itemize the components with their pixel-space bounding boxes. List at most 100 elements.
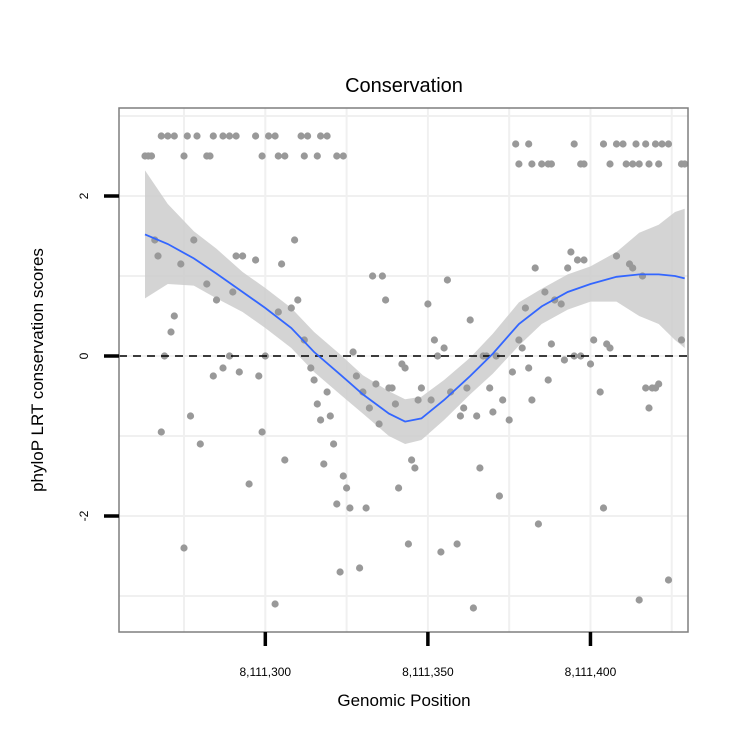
data-point bbox=[599, 140, 608, 148]
data-point bbox=[414, 396, 422, 404]
data-point bbox=[225, 132, 234, 140]
data-point bbox=[476, 464, 484, 472]
data-point bbox=[372, 380, 380, 388]
data-point bbox=[333, 152, 341, 160]
data-point bbox=[567, 248, 575, 256]
data-point bbox=[232, 252, 240, 260]
data-point bbox=[232, 132, 240, 140]
data-point bbox=[629, 264, 637, 272]
data-point bbox=[209, 372, 217, 380]
data-point bbox=[336, 568, 344, 576]
x-axis-ticks: 8,111,300 8,111,350 8,111,400 bbox=[240, 632, 617, 679]
data-point bbox=[606, 344, 614, 352]
data-point bbox=[544, 376, 552, 384]
data-point bbox=[525, 140, 533, 148]
data-point bbox=[255, 372, 263, 380]
data-point bbox=[586, 360, 595, 368]
data-point bbox=[193, 132, 201, 140]
data-point bbox=[655, 160, 663, 168]
data-point bbox=[274, 152, 282, 160]
data-point bbox=[304, 132, 312, 140]
data-point bbox=[547, 340, 556, 348]
data-point bbox=[196, 440, 204, 448]
data-point bbox=[606, 160, 614, 168]
y-tick-label: 0 bbox=[77, 352, 91, 359]
data-point bbox=[323, 388, 331, 396]
data-point bbox=[212, 296, 221, 304]
smooth-line bbox=[144, 233, 685, 423]
data-point bbox=[564, 264, 572, 272]
data-point bbox=[245, 480, 253, 488]
data-point bbox=[186, 412, 195, 420]
confidence-band bbox=[145, 170, 685, 444]
data-point bbox=[382, 296, 390, 304]
data-point bbox=[499, 396, 507, 404]
data-point bbox=[297, 132, 305, 140]
data-point bbox=[252, 132, 260, 140]
data-point bbox=[512, 140, 520, 148]
data-point bbox=[313, 400, 321, 408]
data-point bbox=[570, 140, 578, 148]
data-point bbox=[434, 352, 442, 360]
data-point bbox=[443, 276, 451, 284]
data-point bbox=[362, 504, 370, 512]
data-point bbox=[577, 352, 585, 360]
data-point bbox=[538, 160, 546, 168]
data-point bbox=[333, 500, 341, 508]
data-point bbox=[655, 380, 663, 388]
data-point bbox=[534, 520, 543, 528]
data-point bbox=[352, 372, 360, 380]
data-point bbox=[317, 132, 325, 140]
data-point bbox=[281, 456, 289, 464]
data-point bbox=[265, 132, 273, 140]
data-point bbox=[294, 296, 302, 304]
data-point bbox=[278, 260, 286, 268]
data-point bbox=[177, 260, 185, 268]
data-point bbox=[219, 132, 227, 140]
data-point bbox=[677, 336, 686, 344]
data-point bbox=[489, 408, 497, 416]
data-point bbox=[525, 364, 533, 372]
data-point bbox=[408, 456, 416, 464]
data-point bbox=[411, 464, 419, 472]
data-point bbox=[505, 416, 513, 424]
data-point bbox=[369, 272, 377, 280]
data-point bbox=[235, 368, 243, 376]
data-point bbox=[404, 540, 412, 548]
data-point bbox=[541, 288, 549, 296]
x-tick-label: 8,111,350 bbox=[402, 665, 454, 679]
data-point bbox=[486, 384, 494, 392]
data-point bbox=[313, 152, 321, 160]
data-point bbox=[378, 272, 386, 280]
data-point bbox=[528, 396, 536, 404]
data-point bbox=[612, 140, 621, 148]
data-point bbox=[252, 256, 260, 264]
data-point bbox=[330, 440, 338, 448]
data-point bbox=[375, 420, 383, 428]
data-point bbox=[170, 132, 178, 140]
data-point bbox=[287, 304, 295, 312]
data-point bbox=[463, 384, 471, 392]
data-point bbox=[203, 280, 211, 288]
plot-panel bbox=[118, 107, 689, 633]
data-points bbox=[141, 132, 689, 612]
data-point bbox=[658, 140, 666, 148]
data-point bbox=[180, 152, 188, 160]
data-point bbox=[453, 540, 461, 548]
data-point bbox=[167, 328, 175, 336]
data-point bbox=[664, 140, 673, 148]
data-point bbox=[635, 160, 643, 168]
data-point bbox=[645, 404, 653, 412]
data-point bbox=[645, 160, 653, 168]
data-point bbox=[320, 460, 328, 468]
y-tick-label: 2 bbox=[77, 192, 91, 199]
data-point bbox=[557, 300, 565, 308]
data-point bbox=[473, 412, 481, 420]
data-point bbox=[440, 344, 448, 352]
data-point bbox=[323, 132, 331, 140]
data-point bbox=[225, 352, 234, 360]
data-point bbox=[183, 132, 191, 140]
data-point bbox=[291, 236, 299, 244]
y-tick-label: -2 bbox=[77, 510, 91, 521]
data-point bbox=[346, 504, 354, 512]
